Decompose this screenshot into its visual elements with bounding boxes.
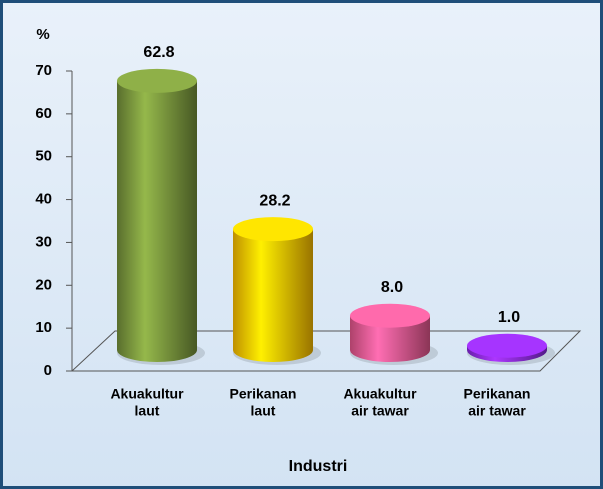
bar-top [117, 68, 197, 93]
bar-top [233, 217, 313, 242]
value-label: 28.2 [259, 192, 290, 209]
bar [350, 315, 430, 362]
x-tick-label: laut [135, 403, 160, 419]
x-tick-label: Perikanan [230, 386, 297, 402]
x-tick-label: Perikanan [464, 386, 531, 402]
value-label: 62.8 [143, 44, 174, 61]
x-tick-label: air tawar [468, 403, 526, 419]
bar-top [467, 333, 547, 358]
y-axis-label: % [36, 26, 49, 43]
x-tick-label: laut [251, 403, 276, 419]
y-tick-label: 20 [35, 276, 52, 293]
bar [117, 80, 197, 362]
y-tick-label: 30 [35, 233, 52, 250]
y-tick-label: 40 [35, 191, 52, 208]
value-label: 8.0 [381, 279, 403, 296]
bar [233, 229, 313, 362]
x-axis-label: Industri [289, 458, 348, 475]
y-tick-label: 0 [44, 362, 52, 379]
y-tick-label: 70 [35, 62, 52, 79]
x-tick-label: air tawar [351, 403, 409, 419]
x-tick-label: Akuakultur [343, 386, 417, 402]
y-tick-label: 60 [35, 105, 52, 122]
bar-top [350, 303, 430, 328]
value-label: 1.0 [498, 309, 520, 326]
floor [70, 330, 582, 372]
y-tick-label: 10 [35, 319, 52, 336]
x-tick-label: Akuakultur [110, 386, 184, 402]
y-tick-label: 50 [35, 148, 52, 165]
